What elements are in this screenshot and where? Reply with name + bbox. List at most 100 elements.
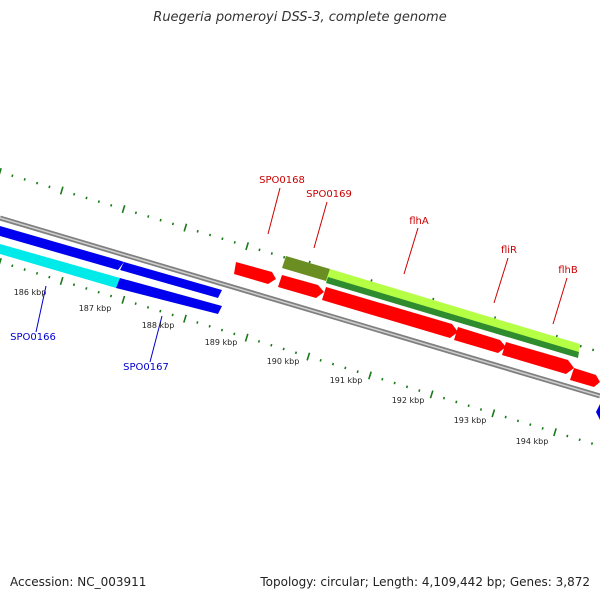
scale-tick-minor (504, 415, 507, 419)
scale-tick-minor (356, 370, 359, 374)
scale-tick-minor (381, 377, 384, 381)
scale-tick-major (183, 314, 187, 323)
gene-label-spo0168: SPO0168 (259, 175, 305, 186)
gene-label-flha: flhA (409, 216, 429, 227)
scale-tick-major (0, 257, 2, 265)
scale-tick-minor (220, 328, 224, 332)
scale-tick-minor (418, 389, 421, 392)
scale-tick-major (121, 205, 126, 214)
scale-tick-minor (233, 241, 236, 244)
scale-tick-major (368, 371, 372, 380)
scale-tick-minor (208, 324, 211, 328)
scale-tick-minor (590, 442, 594, 445)
scale-tick-minor (258, 248, 261, 252)
gene-label-spo0169: SPO0169 (306, 189, 352, 200)
kbp-label: 189 kbp (205, 338, 238, 347)
scale-tick-minor (72, 283, 76, 287)
gene-label-flhb: flhB (558, 265, 578, 276)
scale-tick-minor (221, 237, 224, 241)
scale-tick-minor (283, 255, 286, 259)
gene-feature-cyan (0, 244, 120, 288)
gene-feature-spo0168 (234, 262, 276, 284)
kbp-label: 191 kbp (330, 376, 363, 385)
scale-tick-minor (270, 252, 273, 255)
genome-summary: Topology: circular; Length: 4,109,442 bp… (260, 575, 590, 589)
scale-tick-major (429, 390, 434, 399)
scale-tick-major (59, 186, 64, 195)
scale-tick-minor (405, 385, 409, 389)
scale-tick-minor (529, 423, 532, 427)
kbp-label: 186 kbp (14, 288, 47, 297)
gene-labels: SPO0168 SPO0169 flhA fliR flhB SPO0166 S… (10, 175, 578, 373)
scale-tick-minor (479, 408, 483, 411)
gene-label-spo0167: SPO0167 (123, 362, 169, 373)
scale-tick-minor (233, 332, 236, 336)
scale-tick-minor (331, 362, 335, 366)
scale-tick-minor (578, 438, 581, 442)
gene-feature-blue-strip (0, 226, 222, 298)
scale-tick-minor (146, 306, 150, 309)
scale-tick-major (553, 428, 557, 437)
scale-tick-minor (442, 396, 446, 400)
scale-tick-minor (541, 427, 544, 430)
scale-tick-minor (257, 340, 261, 343)
scale-tick-minor (270, 343, 273, 347)
scale-tick-major (244, 333, 249, 342)
scale-tick-minor (566, 434, 569, 438)
kbp-label: 192 kbp (392, 396, 425, 405)
scale-tick-major (245, 242, 250, 251)
scale-tick-minor (11, 264, 14, 268)
scale-tick-minor (393, 381, 396, 385)
scale-tick-major (306, 352, 311, 361)
scale-tick-minor (109, 294, 113, 298)
scale-tick-minor (455, 400, 458, 404)
scale-tick-major (0, 167, 2, 175)
kbp-label: 188 kbp (142, 321, 175, 330)
scale-tick-minor (73, 192, 76, 196)
scale-tick-major (59, 276, 64, 285)
scale-tick-minor (171, 313, 174, 317)
gene-label-flir: fliR (501, 245, 517, 256)
scale-tick-minor (147, 215, 150, 218)
gene-callouts (35, 187, 568, 363)
kbp-scale-labels: 186 kbp 187 kbp 188 kbp 189 kbp 190 kbp … (14, 288, 549, 446)
scale-tick-minor (294, 351, 298, 355)
scale-tick-minor (48, 185, 51, 189)
scale-tick-minor (282, 347, 285, 351)
scale-tick-major (491, 409, 496, 418)
scale-tick-minor (85, 196, 88, 200)
scale-tick-minor (134, 302, 137, 305)
scale-tick-minor (134, 211, 138, 215)
backbone (0, 215, 600, 399)
scale-tick-minor (196, 229, 199, 233)
scale-tick-minor (344, 366, 347, 370)
scale-tick-minor (97, 200, 100, 204)
scale-tick-minor (23, 268, 26, 271)
scale-tick-minor (35, 181, 39, 185)
scale-tick-minor (35, 271, 39, 275)
scale-tick-minor (579, 344, 582, 348)
scale-tick-minor (97, 290, 100, 294)
accession-label: Accession: NC_003911 (10, 575, 147, 589)
scale-tick-major (121, 295, 126, 304)
inner-tick-ring (0, 257, 594, 445)
scale-tick-minor (591, 348, 595, 352)
scale-tick-minor (48, 275, 51, 279)
scale-tick-minor (110, 203, 113, 207)
scale-tick-minor (85, 287, 88, 290)
gene-feature-spo0169 (282, 256, 330, 281)
scale-tick-minor (516, 419, 520, 423)
kbp-label: 193 kbp (454, 416, 487, 425)
scale-tick-minor (196, 321, 199, 324)
scale-tick-minor (208, 233, 212, 237)
scale-tick-minor (23, 178, 26, 181)
gene-feature-red-row (278, 275, 600, 387)
gene-feature-blue-lower (116, 278, 222, 314)
map-title: Ruegeria pomeroyi DSS-3, complete genome (153, 10, 447, 25)
kbp-label: 194 kbp (516, 437, 549, 446)
scale-tick-minor (11, 174, 14, 178)
scale-tick-minor (319, 358, 322, 362)
gene-feature-flha-green (326, 269, 580, 358)
